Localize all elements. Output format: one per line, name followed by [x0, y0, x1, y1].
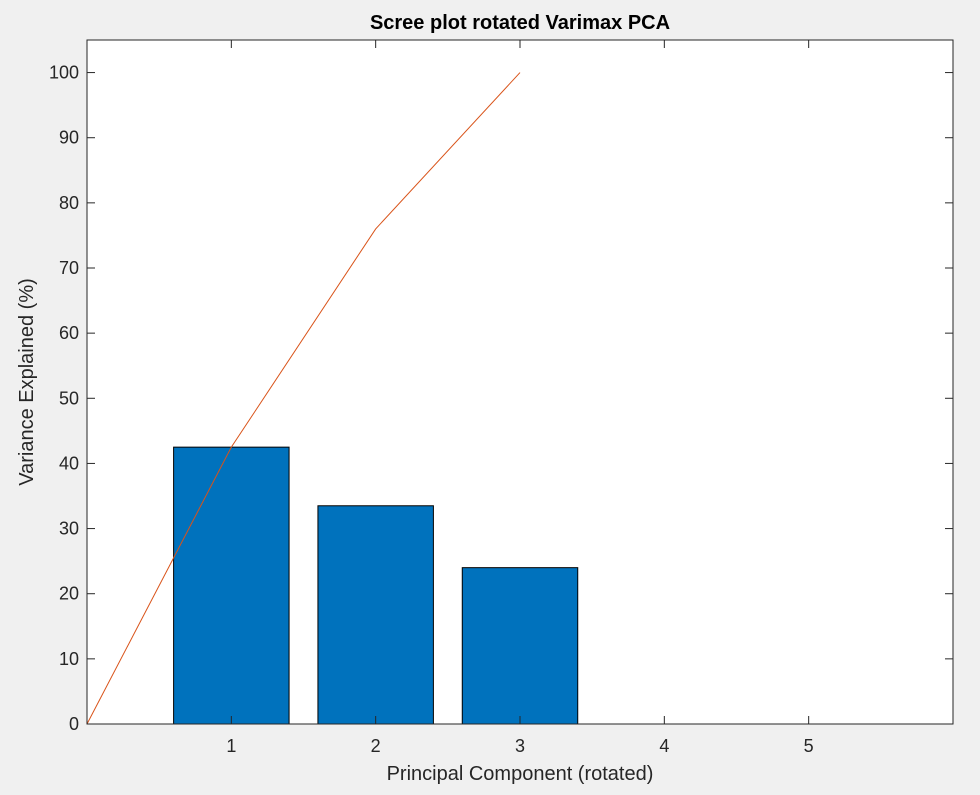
y-tick-label: 20: [59, 584, 79, 604]
y-tick-label: 50: [59, 388, 79, 408]
y-tick-label: 60: [59, 323, 79, 343]
y-axis-label: Variance Explained (%): [16, 278, 38, 486]
y-tick-label: 0: [69, 714, 79, 734]
y-tick-label: 10: [59, 649, 79, 669]
x-axis-ticks: 1 2 3 4 5: [226, 40, 814, 756]
y-axis-ticks: 0 10 20 30 40 50 60 70 80 90 100: [49, 63, 953, 734]
x-axis-label: Principal Component (rotated): [387, 763, 654, 785]
bar-1: [173, 446, 290, 725]
y-tick-label: 40: [59, 453, 79, 473]
cumulative-line: [86, 72, 521, 725]
y-tick-label: 30: [59, 519, 79, 539]
bars-group: [173, 446, 579, 725]
y-tick-label: 100: [49, 63, 79, 83]
bar-2: [317, 505, 434, 725]
lines-group: [86, 72, 521, 725]
x-tick-label: 5: [804, 736, 814, 756]
x-tick-label: 1: [226, 736, 236, 756]
chart-title: Scree plot rotated Varimax PCA: [370, 12, 670, 34]
x-tick-label: 4: [659, 736, 669, 756]
x-tick-label: 2: [371, 736, 381, 756]
bar-3: [461, 567, 579, 725]
y-tick-label: 70: [59, 258, 79, 278]
plot-frame: [86, 39, 954, 725]
y-tick-label: 90: [59, 128, 79, 148]
x-tick-label: 3: [515, 736, 525, 756]
y-tick-label: 80: [59, 193, 79, 213]
